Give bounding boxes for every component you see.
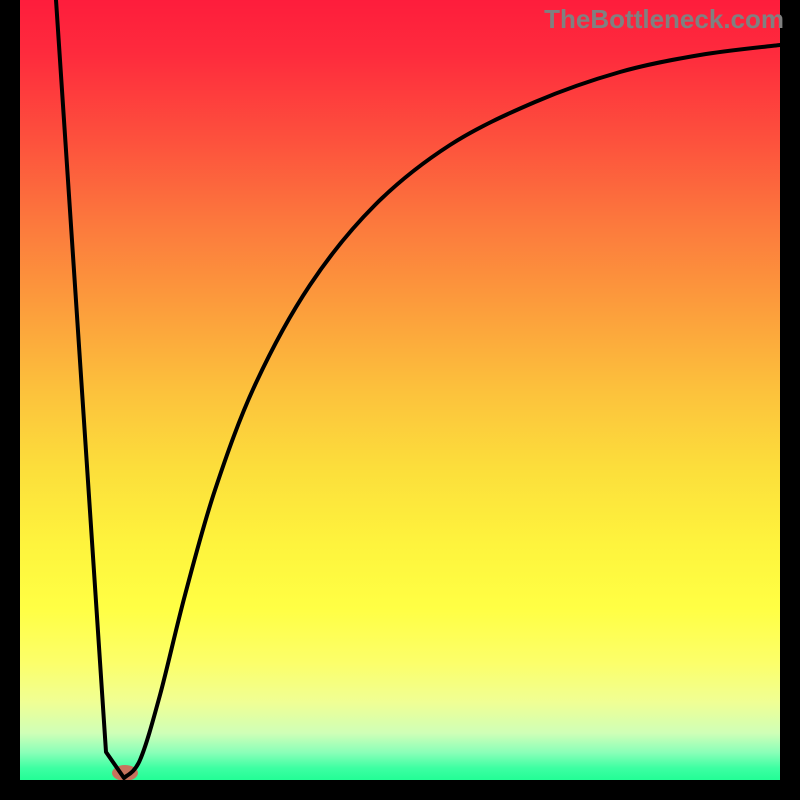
chart-frame: TheBottleneck.com	[0, 0, 800, 800]
watermark-label: TheBottleneck.com	[544, 4, 784, 35]
curve-layer	[20, 0, 780, 780]
bottleneck-curve	[56, 0, 780, 778]
plot-area	[20, 0, 780, 780]
